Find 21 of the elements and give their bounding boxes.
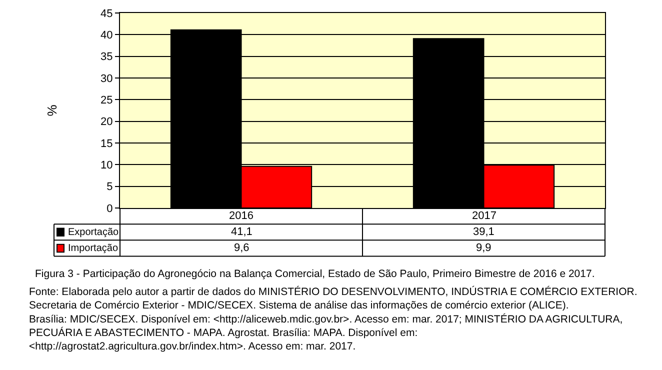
y-tick-label: 0 — [106, 202, 113, 215]
x-tick-label: 2017 — [472, 210, 496, 222]
legend-label: Importação — [68, 243, 118, 254]
data-label: 41,1 — [231, 226, 252, 238]
y-tick-label: 10 — [100, 160, 113, 172]
x-tick-label: 2016 — [229, 210, 254, 222]
data-label: 9,6 — [234, 242, 250, 254]
data-label: 9,9 — [476, 242, 492, 254]
data-label: 39,1 — [473, 226, 494, 238]
source-note: Fonte: Elaborada pelo autor a partir de dados do MINISTÉRIO DO DESENVOLVIMENTO, INDÚSTRIA E COMÉRCIO EXTERIOR. Secretaria de Comércio Exterior - MDIC/SECEX. Sistema de análise das informações de comércio exterior (ALICE). Brasília: MDIC/SECEX. Disponível em: <http://aliceweb.mdic.gov.br>. Acesso em: mar. 2017; MINISTÉRIO DA AGRICULTURA, PECUÁRIA E ABASTECIMENTO - MAPA. Agrostat. Brasília: MAPA. Disponível em: <http://agrostat2.agricultura.gov.br/index.htm>. Acesso em: mar. 2017. — [29, 285, 638, 353]
y-tick-label: 5 — [106, 181, 113, 194]
y-tick-label: 35 — [100, 51, 113, 64]
text: Figura 3 - Participação do Agronegócio na Balança Comercial, Estado de São Paulo, Primeiro Bimestre de 2016 e 2017. — [35, 268, 595, 280]
y-tick-label: 25 — [100, 94, 113, 107]
y-tick-label: 45 — [100, 8, 113, 20]
y-tick-label: 15 — [100, 138, 113, 150]
y-tick-label: 20 — [100, 116, 113, 128]
y-tick-label: 40 — [100, 30, 113, 42]
y-tick-label: 30 — [100, 72, 113, 85]
y-axis-title: % — [44, 104, 60, 116]
legend-label: Exportação — [68, 227, 120, 238]
